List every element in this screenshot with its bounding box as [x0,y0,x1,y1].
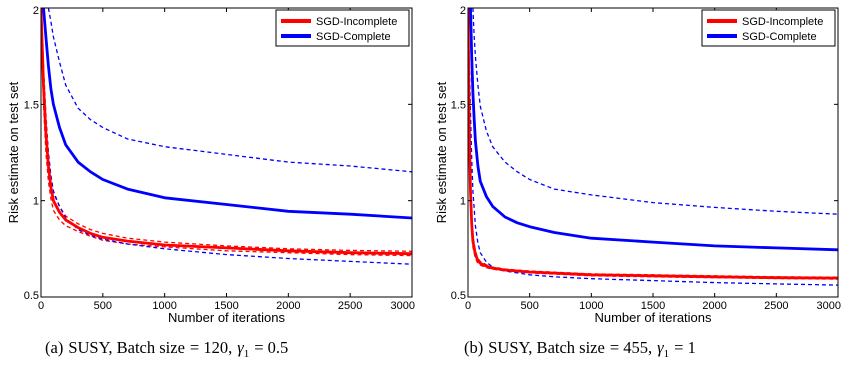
y-tick-label: 1.5 [24,99,39,111]
y-tick-label: 1 [33,196,39,208]
legend: SGD-Incomplete SGD-Complete [275,9,410,47]
plot-frame [467,7,839,298]
blue-dashed-upper-band-line [472,8,838,215]
series-group [468,8,838,286]
x-tick-label: 1500 [641,300,665,312]
caption-gamma-symbol: γ [237,338,244,357]
caption-gamma-symbol: γ [657,338,664,357]
x-tick-label: 3000 [817,300,841,312]
caption-equals: = 120, [190,338,232,357]
legend-entry-label: SGD-Complete [742,31,817,43]
chart-panel-b: 0 500 1000 1500 2000 2500 3000 0.5 1 1.5 2 Number o… [434,5,841,360]
x-axis-label: Number of iterations [594,310,712,325]
series-group [41,8,412,265]
x-tick-label: 2500 [338,300,362,312]
y-axis-label: Risk estimate on test set [434,81,449,223]
caption-gamma-subscript: 1 [244,348,250,360]
legend-box [275,9,410,47]
red-dashed-lower-band-line [41,8,412,257]
blue-dashed-lower-band-line [468,8,838,286]
caption-gamma-value: = 0.5 [254,338,288,357]
y-tick-label: 2 [460,5,466,17]
red-sgd-incomplete-line [41,8,412,256]
caption-text: SUSY, Batch size [68,338,185,357]
legend-entry-label: SGD-Incomplete [742,16,823,28]
y-tick-label: 0.5 [24,290,39,302]
blue-sgd-complete-line [42,8,412,220]
y-axis-label: Risk estimate on test set [6,81,21,223]
y-tick-label: 1 [460,196,466,208]
x-tick-label: 0 [38,300,44,312]
legend-entry-label: SGD-Complete [316,31,391,43]
x-tick-label: 0 [465,300,471,312]
legend: SGD-Incomplete SGD-Complete [701,9,836,47]
caption-text: SUSY, Batch size [488,338,605,357]
x-tick-label: 1000 [579,300,603,312]
red-sgd-incomplete-line [468,8,838,280]
x-tick-label: 500 [520,300,538,312]
x-tick-label: 1000 [152,300,176,312]
legend-box [701,9,836,47]
legend-entry-label: SGD-Incomplete [316,16,397,28]
y-tick-label: 1.5 [451,99,466,111]
y-tick-label: 2 [33,5,39,17]
caption-equals: = 455, [610,338,652,357]
red-dashed-upper-band-line [41,8,412,252]
caption-label: (a) [45,338,63,357]
caption-label: (b) [464,338,483,357]
x-axis-label: Number of iterations [168,310,286,325]
red-dashed-lower-band-line [468,8,838,280]
red-dashed-upper-band-line [468,8,838,278]
x-tick-label: 2000 [276,300,300,312]
y-tick-label: 0.5 [451,290,466,302]
chart-panel-a: 0 500 1000 1500 2000 2500 3000 0.5 1 1.5 2 Number o… [6,5,415,360]
blue-sgd-complete-line [469,8,838,252]
caption-gamma-subscript: 1 [664,348,670,360]
panel-caption: (a) SUSY, Batch size = 120, γ1 = 0.5 [45,338,288,360]
caption-gamma-value: = 1 [674,338,696,357]
x-tick-label: 2000 [702,300,726,312]
blue-dashed-upper-band-line [47,8,412,173]
x-tick-label: 2500 [764,300,788,312]
x-tick-label: 3000 [391,300,415,312]
panel-caption: (b) SUSY, Batch size = 455, γ1 = 1 [464,338,696,360]
x-tick-label: 500 [94,300,112,312]
x-tick-label: 1500 [214,300,238,312]
